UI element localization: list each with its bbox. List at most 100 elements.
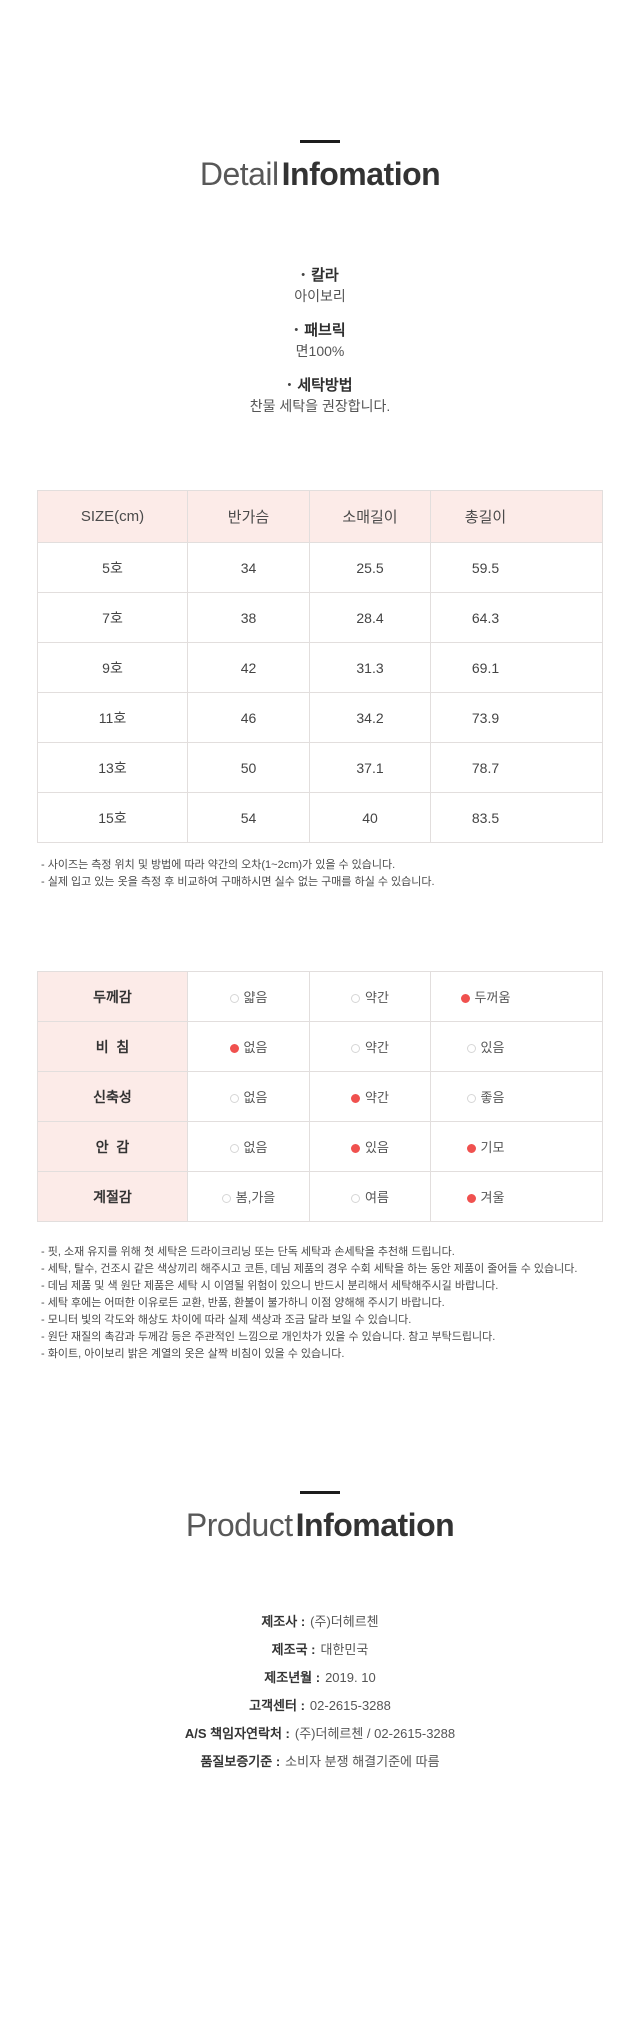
size-table-header-row: SIZE(cm) 반가슴 소매길이 총길이 [37,490,603,543]
detail-title-bold: Infomation [281,156,441,192]
product-title-bold: Infomation [295,1507,455,1543]
size-table-row: 7호 38 28.4 64.3 [37,592,603,643]
product-info-line: 제조국 : 대한민국 [0,1636,640,1664]
size-table-body: 5호 34 25.5 59.5 7호 38 28.4 64.3 9호 42 31.3 69.1 1… [37,542,603,843]
size-table-cell: 13호 [37,742,188,793]
size-table-header-cell: 총길이 [430,490,603,543]
radio-dot-icon [466,1044,476,1053]
spec-item: • 칼라 아이보리 [0,265,640,306]
size-note-line: - 사이즈는 측정 위치 및 방법에 따라 약간의 오차(1~2cm)가 있을 … [41,859,396,871]
product-section-title: ProductInfomation [0,1506,640,1544]
care-note-line: - 화이트, 아이보리 밝은 계열의 옷은 살짝 비침이 있을 수 있습니다. [41,1348,345,1360]
attribute-table-body: 두께감 얇음 약간 두꺼움 비 침 없음 약간 [37,971,603,1222]
radio-dot-icon [229,1094,239,1103]
size-table-cell: 34 [187,542,310,593]
size-table-cell: 28.4 [309,592,431,643]
product-info-value: 대한민국 [320,1642,369,1657]
size-table-cell: 54 [187,792,310,843]
attribute-option-label: 약간 [365,1090,389,1105]
spec-item: • 패브릭 면100% [0,320,640,361]
attribute-option-label: 있음 [480,1040,505,1055]
attribute-option-cell: 약간 [309,1021,431,1072]
radio-dot-icon [221,1194,231,1203]
size-table-cell: 5호 [37,542,188,593]
product-divider-dash [300,1491,340,1494]
care-note-line: - 세탁, 탈수, 건조시 같은 색상끼리 해주시고 코튼, 데님 제품의 경우… [41,1263,578,1275]
care-note-line: - 세탁 후에는 어떠한 이유로든 교환, 반품, 환불이 불가하니 이점 양해… [41,1297,445,1309]
attribute-row: 안 감 없음 있음 기모 [37,1121,603,1172]
spec-label: 세탁방법 [297,377,353,394]
spec-value: 아이보리 [294,288,346,304]
radio-dot-icon [229,1044,239,1053]
attribute-label-cell: 비 침 [37,1021,188,1072]
spec-value: 면100% [295,343,345,359]
size-table-cell: 46 [187,692,310,743]
attribute-option-cell: 있음 [309,1121,431,1172]
product-info-value: 02-2615-3288 [309,1698,391,1713]
attribute-option-cell: 약간 [309,1071,431,1122]
spec-item: • 세탁방법 찬물 세탁을 권장합니다. [0,375,640,416]
product-info-line: 고객센터 : 02-2615-3288 [0,1692,640,1720]
attribute-row: 두께감 얇음 약간 두꺼움 [37,971,603,1022]
size-table-cell: 15호 [37,792,188,843]
product-info-list: 제조사 : (주)더헤르첸 제조국 : 대한민국 제조년월 : 2019. 10 고객… [0,1608,640,1776]
size-table-row: 5호 34 25.5 59.5 [37,542,603,593]
spec-label: 패브릭 [304,322,346,339]
attribute-option-label: 봄,가을 [235,1190,276,1205]
size-table-cell: 11호 [37,692,188,743]
attribute-option-cell: 두꺼움 [430,971,603,1022]
attribute-row: 신축성 없음 약간 좋음 [37,1071,603,1122]
radio-dot-icon [229,1144,239,1153]
radio-dot-icon [229,994,239,1003]
product-info-label: A/S 책임자연락처 : [184,1726,290,1741]
product-info-label: 제조년월 : [264,1670,321,1685]
size-table-header-cell: 소매길이 [309,490,431,543]
size-table-header-cell: SIZE(cm) [37,490,188,543]
radio-dot-icon [466,1194,476,1203]
care-note-line: - 원단 재질의 촉감과 두께감 등은 주관적인 느낌으로 개인차가 있을 수 … [41,1331,496,1343]
care-note-line: - 모니터 빛의 각도와 해상도 차이에 따라 실제 색상과 조금 달라 보일 … [41,1314,412,1326]
detail-title-light: Detail [199,156,279,192]
size-table-cell: 25.5 [309,542,431,593]
size-table-cell: 78.7 [430,742,603,793]
attribute-label-cell: 두께감 [37,971,188,1022]
size-table-row: 13호 50 37.1 78.7 [37,742,603,793]
product-info-line: 품질보증기준 : 소비자 분쟁 해결기준에 따름 [0,1748,640,1776]
size-table-row: 11호 46 34.2 73.9 [37,692,603,743]
attribute-option-label: 얇음 [243,990,268,1005]
size-table-cell: 50 [187,742,310,793]
attribute-option-cell: 없음 [187,1121,310,1172]
care-notes: - 핏, 소재 유지를 위해 첫 세탁은 드라이크리닝 또는 단독 세탁과 손세… [35,1244,605,1363]
product-info-line: 제조년월 : 2019. 10 [0,1664,640,1692]
radio-dot-icon [351,994,361,1003]
spec-label-line: • 세탁방법 [0,375,640,396]
attribute-option-cell: 약간 [309,971,431,1022]
attribute-option-cell: 여름 [309,1171,431,1222]
attribute-label-cell: 신축성 [37,1071,188,1122]
radio-dot-icon [351,1044,361,1053]
care-note-line: - 핏, 소재 유지를 위해 첫 세탁은 드라이크리닝 또는 단독 세탁과 손세… [41,1246,455,1258]
attribute-table: 두께감 얇음 약간 두꺼움 비 침 없음 약간 [37,971,603,1222]
product-info-label: 제조국 : [271,1642,316,1657]
size-table-cell: 42 [187,642,310,693]
attribute-option-label: 기모 [480,1140,505,1155]
size-table-cell: 34.2 [309,692,431,743]
attribute-option-cell: 기모 [430,1121,603,1172]
attribute-option-label: 없음 [243,1140,268,1155]
attribute-option-label: 없음 [243,1090,268,1105]
bullet-icon: • [287,379,292,391]
size-table-cell: 73.9 [430,692,603,743]
attribute-row: 비 침 없음 약간 있음 [37,1021,603,1072]
product-info-label: 품질보증기준 : [200,1754,281,1769]
attribute-option-label: 여름 [365,1190,389,1205]
size-table-cell: 59.5 [430,542,603,593]
care-note-line: - 데님 제품 및 색 원단 제품은 세탁 시 이염될 위험이 있으니 반드시 … [41,1280,499,1292]
radio-dot-icon [351,1094,361,1103]
size-table-row: 9호 42 31.3 69.1 [37,642,603,693]
product-info-label: 고객센터 : [249,1698,305,1713]
attribute-option-cell: 없음 [187,1021,310,1072]
attribute-option-label: 없음 [243,1040,268,1055]
size-table-cell: 69.1 [430,642,603,693]
attribute-option-label: 좋음 [480,1090,505,1105]
radio-dot-icon [351,1194,361,1203]
